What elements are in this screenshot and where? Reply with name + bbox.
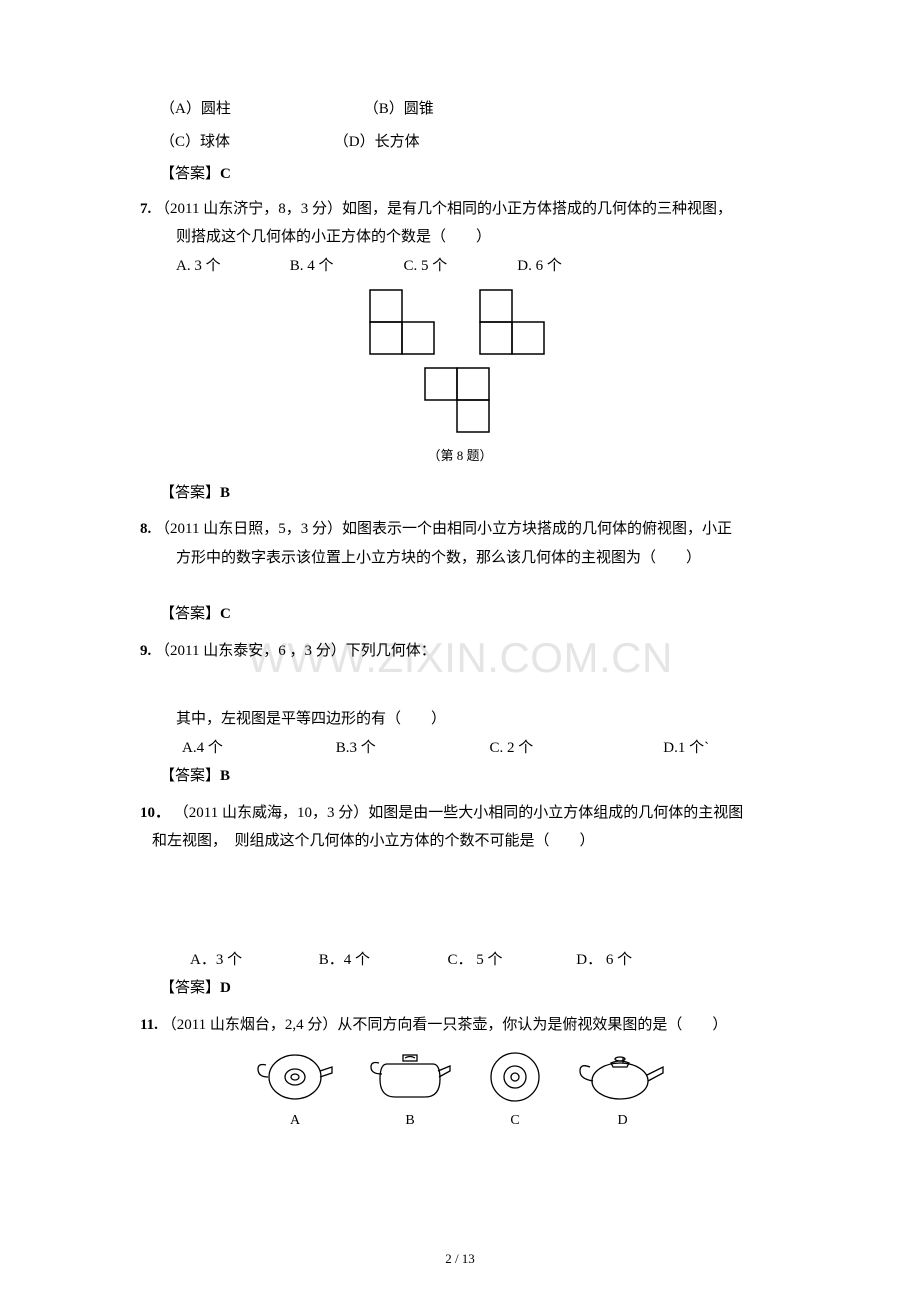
q10-opt-c: C． 5 个 — [448, 946, 573, 975]
option-d: （D）长方体 — [334, 128, 420, 157]
q10-answer-label: 【答案】 — [160, 980, 220, 996]
q9-num: 9. — [140, 643, 151, 659]
q7-opt-b: B. 4 个 — [290, 252, 400, 281]
page-number: 2 / 13 — [445, 1247, 475, 1272]
teapot-b: B — [365, 1049, 455, 1135]
q9-opt-b: B.3 个 — [336, 734, 486, 763]
q9-opt-c: C. 2 个 — [490, 734, 660, 763]
answer-prev: 【答案】C — [140, 160, 780, 189]
q10-text2: 和左视图， 则组成这个几何体的小立方体的个数不可能是（ ） — [140, 827, 780, 856]
q10-answer-value: D — [220, 980, 231, 996]
q7-figure-top — [140, 288, 780, 358]
teapot-d-svg — [575, 1049, 670, 1104]
q9-opt-d: D.1 个` — [663, 734, 709, 763]
q9-opt-a: A.4 个 — [182, 734, 332, 763]
question-11: 11. （2011 山东烟台，2,4 分）从不同方向看一只茶壶，你认为是俯视效果… — [140, 1011, 780, 1135]
q7-options: A. 3 个 B. 4 个 C. 5 个 D. 6 个 — [140, 252, 780, 281]
teapot-c-svg — [480, 1049, 550, 1104]
q8-answer-label: 【答案】 — [160, 606, 220, 622]
q9-text2: 其中，左视图是平等四边形的有（ ） — [140, 705, 780, 734]
q7-answer-value: B — [220, 485, 230, 501]
q10-text1: （2011 山东威海，10，3 分）如图是由一些大小相同的小立方体组成的几何体的… — [174, 805, 743, 821]
teapot-c: C — [480, 1049, 550, 1135]
q10-opt-a: A．3 个 — [190, 946, 315, 975]
question-10: 10． （2011 山东威海，10，3 分）如图是由一些大小相同的小立方体组成的… — [140, 799, 780, 1003]
question-7: 7. （2011 山东济宁，8，3 分）如图，是有几个相同的小正方体搭成的几何体… — [140, 195, 780, 508]
q9-answer: 【答案】B — [140, 762, 780, 791]
teapot-a: A — [250, 1049, 340, 1135]
prev-options-row1: （A）圆柱 （B）圆锥 — [140, 95, 780, 124]
teapot-d-label: D — [617, 1108, 627, 1135]
q7-text1: （2011 山东济宁，8，3 分）如图，是有几个相同的小正方体搭成的几何体的三种… — [155, 201, 732, 217]
answer-label: 【答案】 — [160, 166, 220, 182]
q7-opt-d: D. 6 个 — [517, 252, 562, 281]
q11-text1: （2011 山东烟台，2,4 分）从不同方向看一只茶壶，你认为是俯视效果图的是（… — [162, 1017, 728, 1033]
teapot-a-svg — [250, 1049, 340, 1104]
q7-answer: 【答案】B — [140, 479, 780, 508]
q8-num: 8. — [140, 521, 151, 537]
q9-answer-value: B — [220, 768, 230, 784]
teapot-d: D — [575, 1049, 670, 1135]
grid-views-top-svg — [340, 288, 580, 358]
q10-options: A．3 个 B．4 个 C． 5 个 D． 6 个 — [140, 946, 780, 975]
q10-opt-b: B．4 个 — [319, 946, 444, 975]
teapot-c-label: C — [510, 1108, 519, 1135]
answer-value: C — [220, 166, 231, 182]
option-b: （B）圆锥 — [364, 95, 434, 124]
q11-num: 11. — [140, 1017, 158, 1033]
q8-text1: （2011 山东日照，5，3 分）如图表示一个由相同小立方块搭成的几何体的俯视图… — [155, 521, 732, 537]
teapot-b-svg — [365, 1049, 455, 1104]
q7-figure-bottom — [140, 366, 780, 436]
q9-answer-label: 【答案】 — [160, 768, 220, 784]
option-c: （C）球体 — [160, 128, 330, 157]
option-a: （A）圆柱 — [160, 95, 360, 124]
q8-answer-value: C — [220, 606, 231, 622]
teapot-options: A B — [140, 1049, 780, 1135]
q9-options: A.4 个 B.3 个 C. 2 个 D.1 个` — [140, 734, 780, 763]
q7-opt-a: A. 3 个 — [176, 252, 286, 281]
q10-opt-d: D． 6 个 — [576, 946, 632, 975]
q7-num: 7. — [140, 201, 151, 217]
question-9: 9. （2011 山东泰安，6 ，3 分）下列几何体： 其中，左视图是平等四边形… — [140, 637, 780, 791]
q8-text2: 方形中的数字表示该位置上小立方块的个数，那么该几何体的主视图为（ ） — [140, 544, 780, 573]
teapot-a-label: A — [290, 1108, 300, 1135]
teapot-b-label: B — [405, 1108, 414, 1135]
q10-answer: 【答案】D — [140, 974, 780, 1003]
q7-caption: （第 8 题） — [140, 444, 780, 469]
q7-answer-label: 【答案】 — [160, 485, 220, 501]
question-8: 8. （2011 山东日照，5，3 分）如图表示一个由相同小立方块搭成的几何体的… — [140, 515, 780, 629]
q7-text2: 则搭成这个几何体的小正方体的个数是（ ） — [140, 223, 780, 252]
prev-options-row2: （C）球体 （D）长方体 — [140, 128, 780, 157]
grid-views-bottom-svg — [405, 366, 515, 436]
q10-num: 10． — [140, 805, 170, 821]
q7-opt-c: C. 5 个 — [404, 252, 514, 281]
q8-answer: 【答案】C — [140, 600, 780, 629]
q9-text1: （2011 山东泰安，6 ，3 分）下列几何体： — [155, 643, 436, 659]
